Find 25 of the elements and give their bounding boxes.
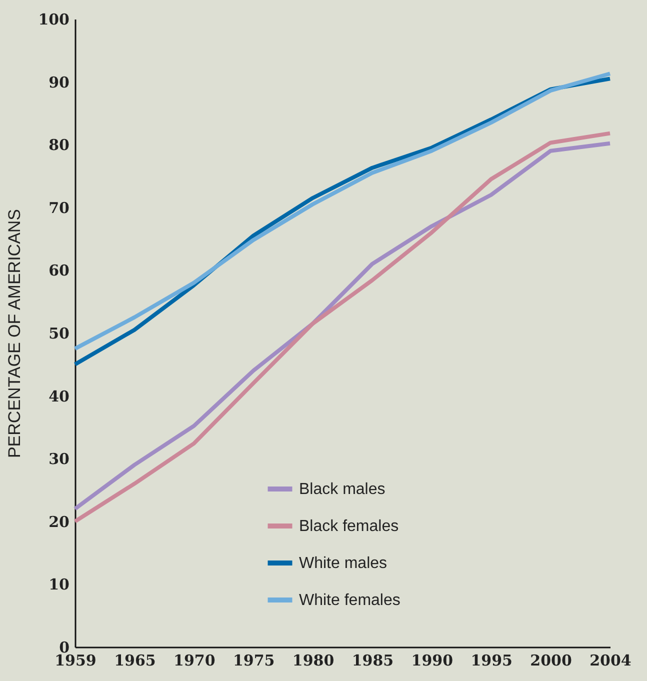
y-tick-label: 10: [48, 576, 70, 594]
x-tick-label: 1980: [292, 652, 334, 670]
x-tick-label: 1985: [352, 652, 394, 670]
x-tick-label: 1959: [54, 652, 96, 670]
y-tick-label: 20: [48, 512, 70, 531]
legend-label: White females: [299, 592, 400, 609]
x-tick-label: 1965: [114, 652, 156, 670]
y-tick-label: 90: [48, 73, 70, 92]
legend-label: Black females: [299, 518, 399, 535]
y-tick-label: 60: [48, 262, 70, 280]
y-tick-label: 40: [48, 387, 70, 406]
legend-label: Black males: [299, 481, 386, 498]
x-tick-label: 1975: [232, 652, 275, 670]
x-tick-label: 1970: [174, 652, 216, 670]
y-tick-label: 70: [48, 198, 70, 217]
y-tick-label: 100: [38, 10, 70, 28]
legend-label: White males: [299, 555, 388, 572]
x-tick-label: 1995: [470, 652, 512, 670]
y-tick-label: 50: [48, 324, 70, 342]
x-tick-label: 1990: [411, 652, 454, 670]
y-axis-title: PERCENTAGE OF AMERICANS: [5, 208, 24, 458]
x-tick-label: 2000: [530, 652, 572, 670]
y-tick-label: 30: [48, 450, 70, 468]
y-tick-label: 80: [48, 136, 70, 154]
x-tick-label: 2004: [590, 652, 632, 670]
